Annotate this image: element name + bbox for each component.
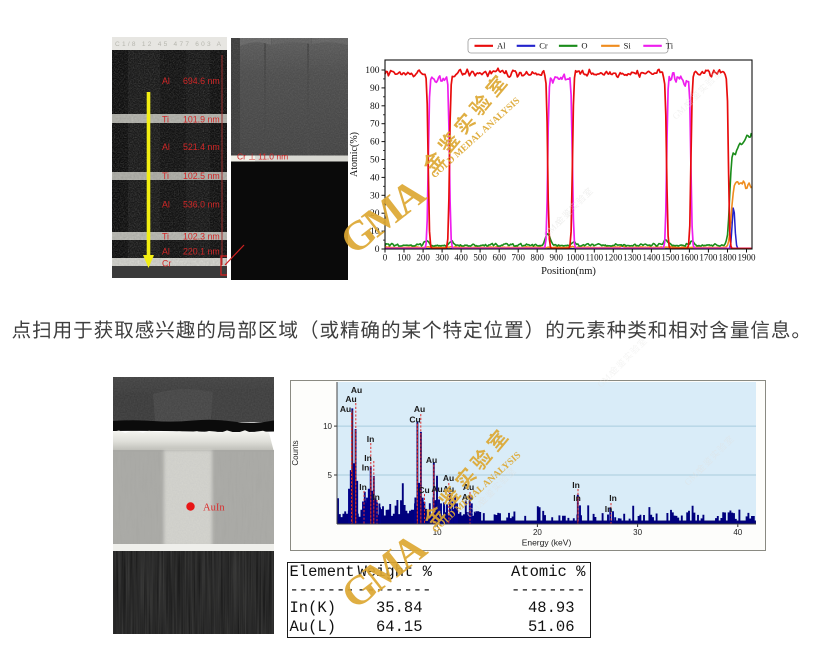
svg-text:40: 40 bbox=[733, 528, 742, 537]
svg-text:220.1 nm: 220.1 nm bbox=[183, 247, 220, 257]
svg-text:Al: Al bbox=[162, 200, 170, 210]
svg-text:Ti: Ti bbox=[162, 115, 169, 125]
svg-text:30: 30 bbox=[370, 191, 380, 201]
svg-text:Au: Au bbox=[463, 482, 474, 492]
svg-text:O: O bbox=[581, 41, 587, 51]
svg-text:Al: Al bbox=[497, 41, 506, 51]
svg-text:In: In bbox=[367, 434, 375, 444]
svg-text:In: In bbox=[364, 453, 372, 463]
svg-text:Au: Au bbox=[340, 404, 351, 414]
svg-text:Au: Au bbox=[462, 492, 473, 502]
svg-text:0: 0 bbox=[383, 253, 388, 263]
svg-text:Counts: Counts bbox=[291, 440, 300, 465]
svg-text:100: 100 bbox=[397, 253, 411, 263]
svg-text:30: 30 bbox=[633, 528, 642, 537]
svg-text:In: In bbox=[359, 482, 367, 492]
svg-text:1400: 1400 bbox=[642, 253, 661, 263]
svg-text:1500: 1500 bbox=[661, 253, 680, 263]
svg-text:Cr: Cr bbox=[539, 41, 548, 51]
svg-text:In: In bbox=[362, 463, 370, 473]
svg-text:70: 70 bbox=[370, 120, 380, 130]
svg-text:Atomic(%): Atomic(%) bbox=[349, 132, 360, 177]
svg-text:Al: Al bbox=[162, 76, 170, 86]
svg-text:Au: Au bbox=[443, 473, 454, 483]
svg-text:300: 300 bbox=[435, 253, 449, 263]
svg-text:694.6 nm: 694.6 nm bbox=[183, 76, 220, 86]
svg-text:10: 10 bbox=[323, 422, 332, 431]
svg-text:1700: 1700 bbox=[699, 253, 718, 263]
svg-text:Al: Al bbox=[162, 247, 170, 257]
svg-text:100: 100 bbox=[365, 66, 380, 76]
svg-text:800: 800 bbox=[530, 253, 544, 263]
svg-text:10: 10 bbox=[370, 227, 380, 237]
svg-text:Cr ⊥ 11.0 nm: Cr ⊥ 11.0 nm bbox=[237, 152, 288, 162]
svg-text:1200: 1200 bbox=[604, 253, 623, 263]
svg-text:Cr: Cr bbox=[162, 259, 171, 269]
svg-text:Au: Au bbox=[345, 394, 356, 404]
svg-text:Ti: Ti bbox=[162, 171, 169, 181]
svg-text:400: 400 bbox=[454, 253, 468, 263]
svg-text:In: In bbox=[372, 492, 380, 502]
svg-text:Ti: Ti bbox=[162, 232, 169, 242]
svg-text:1600: 1600 bbox=[680, 253, 699, 263]
svg-text:Al: Al bbox=[162, 142, 170, 152]
svg-text:80: 80 bbox=[370, 102, 380, 112]
svg-text:200: 200 bbox=[416, 253, 430, 263]
svg-text:Cu: Cu bbox=[409, 415, 420, 425]
svg-text:In: In bbox=[573, 493, 581, 503]
svg-text:90: 90 bbox=[370, 84, 380, 94]
svg-text:536.0 nm: 536.0 nm bbox=[183, 200, 220, 210]
svg-text:5: 5 bbox=[328, 471, 333, 480]
svg-text:50: 50 bbox=[370, 156, 380, 166]
svg-text:40: 40 bbox=[370, 173, 380, 183]
svg-text:In: In bbox=[605, 504, 613, 514]
svg-text:Si: Si bbox=[624, 41, 632, 51]
svg-text:101.9 nm: 101.9 nm bbox=[183, 115, 220, 125]
svg-text:700: 700 bbox=[511, 253, 525, 263]
svg-text:1300: 1300 bbox=[623, 253, 642, 263]
svg-text:521.4 nm: 521.4 nm bbox=[183, 142, 220, 152]
svg-text:500: 500 bbox=[473, 253, 487, 263]
svg-text:Au: Au bbox=[426, 455, 437, 465]
svg-text:20: 20 bbox=[370, 209, 380, 219]
svg-text:102.3 nm: 102.3 nm bbox=[183, 232, 220, 242]
svg-text:AuIn: AuIn bbox=[203, 503, 225, 514]
svg-text:Au: Au bbox=[443, 484, 454, 494]
svg-text:1000: 1000 bbox=[566, 253, 585, 263]
svg-text:10: 10 bbox=[433, 528, 442, 537]
svg-text:Ti: Ti bbox=[666, 41, 674, 51]
svg-text:1800: 1800 bbox=[719, 253, 738, 263]
svg-text:1900: 1900 bbox=[738, 253, 757, 263]
svg-text:102.5 nm: 102.5 nm bbox=[183, 171, 220, 181]
svg-text:1100: 1100 bbox=[585, 253, 603, 263]
svg-text:Position(nm): Position(nm) bbox=[541, 266, 596, 277]
svg-text:900: 900 bbox=[549, 253, 563, 263]
svg-text:Energy (keV): Energy (keV) bbox=[522, 538, 572, 548]
svg-text:Au: Au bbox=[414, 404, 425, 414]
svg-text:600: 600 bbox=[492, 253, 506, 263]
svg-text:20: 20 bbox=[533, 528, 542, 537]
svg-text:Cu: Cu bbox=[418, 485, 429, 495]
svg-text:Au: Au bbox=[431, 484, 442, 494]
svg-text:Au: Au bbox=[351, 385, 362, 395]
svg-text:In: In bbox=[609, 493, 617, 503]
svg-text:60: 60 bbox=[370, 138, 380, 148]
svg-text:0: 0 bbox=[375, 245, 380, 255]
svg-text:In: In bbox=[572, 480, 580, 490]
